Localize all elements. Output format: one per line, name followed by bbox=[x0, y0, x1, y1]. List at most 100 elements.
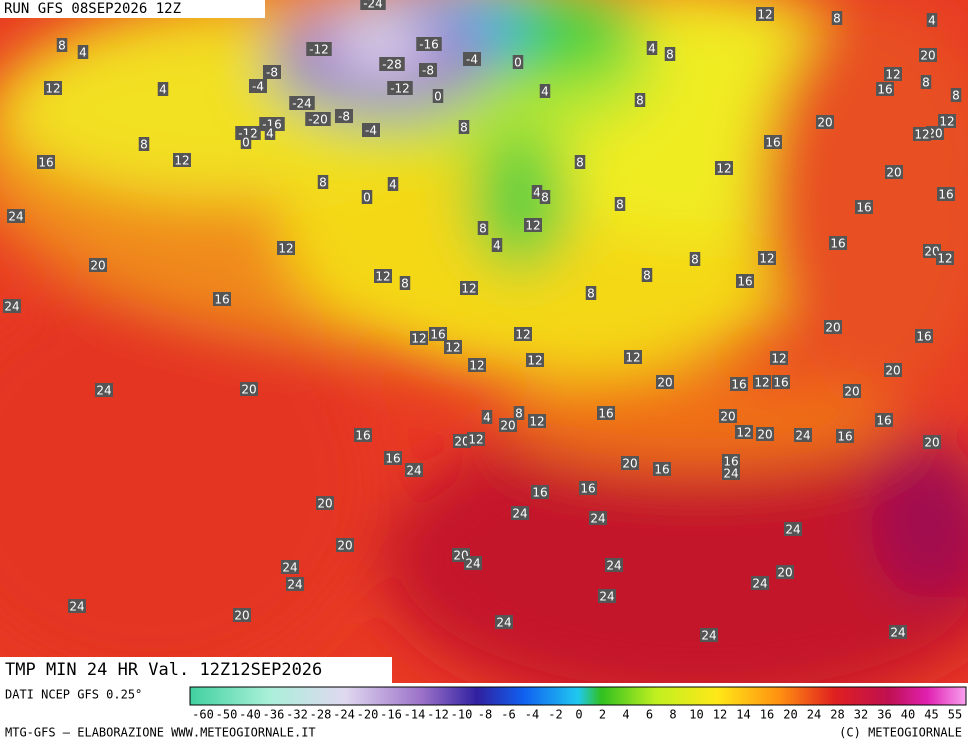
label-box bbox=[336, 538, 354, 552]
label-box bbox=[794, 428, 812, 442]
label-box bbox=[56, 38, 68, 52]
label-box bbox=[920, 75, 932, 89]
temperature-label: 4 bbox=[493, 239, 501, 253]
label-box bbox=[923, 435, 941, 449]
label-box bbox=[410, 331, 428, 345]
temperature-label: 20 bbox=[825, 321, 840, 335]
label-box bbox=[531, 485, 549, 499]
label-box bbox=[316, 496, 334, 510]
label-box bbox=[173, 153, 191, 167]
label-box bbox=[926, 13, 938, 27]
temperature-label: 8 bbox=[636, 94, 644, 108]
label-box bbox=[7, 209, 25, 223]
temperature-label: 12 bbox=[468, 433, 483, 447]
temperature-label: 12 bbox=[754, 376, 769, 390]
label-box bbox=[689, 252, 701, 266]
temperature-label: 16 bbox=[385, 452, 400, 466]
temperature-label: 20 bbox=[241, 383, 256, 397]
temperature-label: 24 bbox=[606, 559, 621, 573]
legend-tick-label: -28 bbox=[310, 708, 332, 722]
temperature-label: 16 bbox=[580, 482, 595, 496]
temperature-label: 12 bbox=[515, 328, 530, 342]
temperature-label: 20 bbox=[657, 376, 672, 390]
temperature-label: 4 bbox=[533, 186, 541, 200]
label-box bbox=[756, 7, 774, 21]
label-box bbox=[641, 268, 653, 282]
footer-right: (C) METEOGIORNALE bbox=[839, 726, 962, 740]
temperature-label: 16 bbox=[598, 407, 613, 421]
temperature-label: 24 bbox=[590, 512, 605, 526]
legend-ticks: -60 -50 -40 -36 -32 -28 -24 -20 -16 -14 -12 -10 -8 -6… bbox=[192, 708, 962, 722]
legend-tick-label: 16 bbox=[760, 708, 774, 722]
label-box bbox=[416, 37, 442, 51]
temperature-label: 20 bbox=[90, 259, 105, 273]
label-box bbox=[281, 560, 299, 574]
label-box bbox=[37, 155, 55, 169]
label-box bbox=[512, 55, 524, 69]
label-box bbox=[889, 625, 907, 639]
label-box bbox=[432, 89, 444, 103]
label-box bbox=[829, 236, 847, 250]
legend-tick-label: 0 bbox=[575, 708, 582, 722]
label-box bbox=[213, 292, 231, 306]
temperature-label: 20 bbox=[817, 116, 832, 130]
temperature-label: 24 bbox=[512, 507, 527, 521]
temperature-label: 16 bbox=[856, 201, 871, 215]
temperature-label: 20 bbox=[927, 127, 942, 141]
label-box bbox=[514, 327, 532, 341]
label-box bbox=[772, 375, 790, 389]
legend-tick-label: -12 bbox=[427, 708, 449, 722]
label-box bbox=[875, 413, 893, 427]
label-box bbox=[539, 190, 551, 204]
temperature-label: 16 bbox=[723, 455, 738, 469]
temperature-label: 12 bbox=[469, 359, 484, 373]
temperature-label: 12 bbox=[445, 341, 460, 355]
temperature-label: 12 bbox=[625, 351, 640, 365]
label-box bbox=[816, 115, 834, 129]
label-box bbox=[621, 456, 639, 470]
label-box bbox=[884, 363, 902, 377]
temperature-label: 12 bbox=[736, 426, 751, 440]
temperature-label: 12 bbox=[45, 82, 60, 96]
label-box bbox=[756, 427, 774, 441]
legend-tick-label: -10 bbox=[451, 708, 473, 722]
temperature-label: 8 bbox=[576, 156, 584, 170]
temperature-label: 20 bbox=[622, 457, 637, 471]
temperature-label: 24 bbox=[701, 629, 716, 643]
temperature-label: 24 bbox=[599, 590, 614, 604]
temperature-label: 8 bbox=[58, 39, 66, 53]
legend-tick-label: 36 bbox=[877, 708, 891, 722]
label-box bbox=[361, 190, 373, 204]
label-box bbox=[526, 353, 544, 367]
label-box bbox=[836, 429, 854, 443]
label-box bbox=[429, 327, 447, 341]
label-box bbox=[513, 406, 525, 420]
label-box bbox=[936, 251, 954, 265]
temperature-label: 12 bbox=[529, 415, 544, 429]
label-box bbox=[938, 114, 956, 128]
label-box bbox=[384, 451, 402, 465]
temperature-label: 12 bbox=[885, 68, 900, 82]
label-box bbox=[585, 286, 597, 300]
legend-tick-label: 55 bbox=[948, 708, 962, 722]
label-box bbox=[289, 96, 315, 110]
temperature-label: 20 bbox=[337, 539, 352, 553]
label-box bbox=[605, 558, 623, 572]
temperature-label: 12 bbox=[174, 154, 189, 168]
label-box bbox=[531, 185, 543, 199]
temperature-label: 8 bbox=[401, 277, 409, 291]
label-box bbox=[730, 377, 748, 391]
temperature-label: 16 bbox=[214, 293, 229, 307]
label-box bbox=[824, 320, 842, 334]
temperature-label: 12 bbox=[716, 162, 731, 176]
temperature-label: 24 bbox=[496, 616, 511, 630]
legend-tick-label: 20 bbox=[783, 708, 797, 722]
label-box bbox=[722, 466, 740, 480]
label-box bbox=[3, 299, 21, 313]
temperature-label: 16 bbox=[731, 378, 746, 392]
temperature-label: 8 bbox=[541, 191, 549, 205]
legend-tick-label: 40 bbox=[901, 708, 915, 722]
label-box bbox=[467, 432, 485, 446]
temperature-label: 16 bbox=[916, 330, 931, 344]
label-box bbox=[89, 258, 107, 272]
